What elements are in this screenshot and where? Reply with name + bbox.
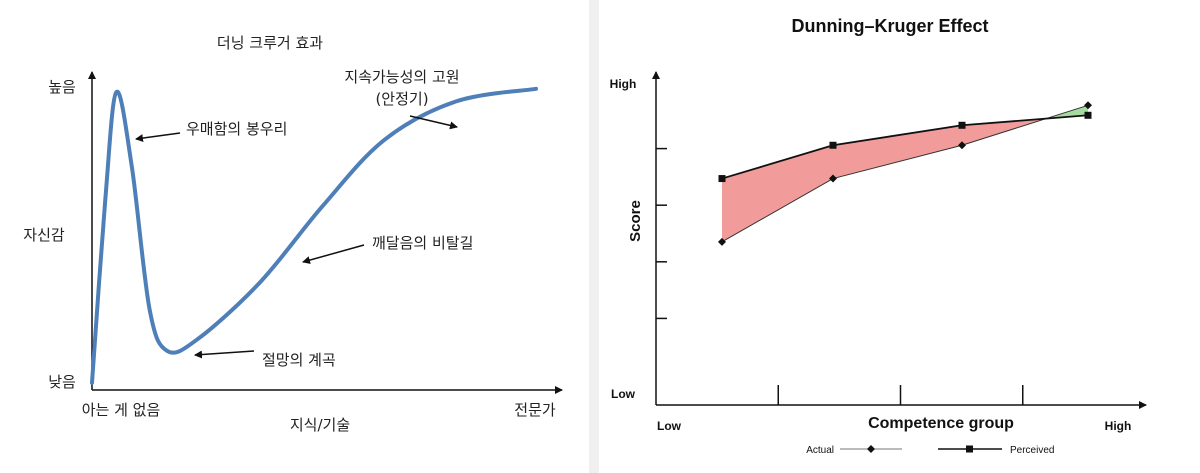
- legend-perceived-marker: [966, 445, 973, 453]
- right-series-group: [718, 101, 1092, 246]
- right-axis-ticks: [656, 147, 1024, 405]
- chart-divider: [589, 0, 599, 473]
- dunning-kruger-english-chart: Dunning–Kruger Effect High Low Score Low…: [610, 16, 1147, 456]
- right-chart-title: Dunning–Kruger Effect: [791, 16, 988, 36]
- dunning-kruger-korean-chart: 더닝 크루거 효과 높음 낮음 자신감 아는 게 없음 전문가 지식/기술 우매…: [23, 34, 563, 434]
- left-chart-title: 더닝 크루거 효과: [217, 34, 323, 52]
- plateau-annotation-line1: 지속가능성의 고원: [344, 68, 459, 86]
- peak-arrow: [135, 132, 181, 143]
- legend: Actual Perceived: [806, 445, 1054, 456]
- actual-series-line: [721, 104, 1089, 243]
- left-x-start-label: 아는 게 없음: [82, 401, 161, 419]
- right-y-axis-label: Score: [627, 200, 644, 242]
- right-x-axis-label: Competence group: [868, 415, 1014, 432]
- slope-arrow: [302, 244, 365, 264]
- legend-perceived-label: Perceived: [1010, 445, 1054, 456]
- perceived-series-line: [721, 114, 1089, 180]
- overestimation-area: [722, 118, 1046, 242]
- peak-annotation: 우매함의 봉우리: [186, 120, 287, 138]
- perceived-point-4: [1084, 111, 1092, 119]
- left-x-axis-label: 지식/기술: [290, 416, 350, 434]
- plateau-arrow: [409, 115, 458, 130]
- left-x-end-label: 전문가: [514, 401, 556, 419]
- left-y-high-label: 높음: [48, 78, 76, 96]
- gap-fill-areas: [722, 105, 1088, 242]
- actual-point-2: [829, 174, 837, 183]
- slope-annotation: 깨달음의 비탈길: [372, 234, 473, 252]
- actual-point-1: [718, 237, 726, 246]
- perceived-point-3: [958, 121, 966, 129]
- plateau-annotation-line2: (안정기): [375, 90, 428, 108]
- right-y-high-label: High: [610, 77, 637, 91]
- legend-actual-marker: [867, 445, 875, 453]
- legend-actual-label: Actual: [806, 445, 834, 456]
- actual-point-3: [958, 141, 966, 150]
- left-y-axis-label: 자신감: [23, 226, 65, 244]
- right-x-low-label: Low: [657, 419, 682, 433]
- left-y-low-label: 낮음: [48, 373, 76, 391]
- actual-point-4: [1084, 101, 1092, 110]
- right-y-low-label: Low: [611, 387, 636, 401]
- valley-annotation: 절망의 계곡: [262, 351, 336, 369]
- right-x-high-label: High: [1105, 419, 1132, 433]
- confidence-curve: [90, 86, 538, 385]
- valley-arrow: [194, 350, 255, 359]
- perceived-point-2: [829, 141, 837, 149]
- perceived-point-1: [718, 175, 726, 183]
